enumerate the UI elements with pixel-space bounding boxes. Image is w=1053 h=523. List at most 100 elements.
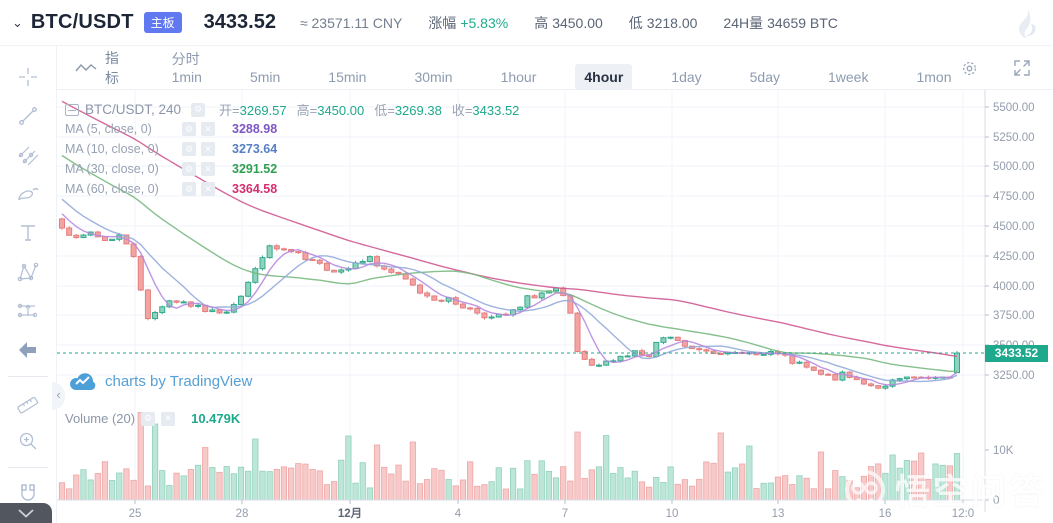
board-badge: 主板: [143, 12, 182, 33]
drawing-tools-sidebar: [0, 46, 57, 523]
volume-remove-icon[interactable]: ✕: [161, 411, 176, 426]
symbol-title: BTC/USDT: [30, 11, 134, 33]
svg-text:5500.00: 5500.00: [993, 102, 1035, 114]
svg-text:3750.00: 3750.00: [993, 310, 1035, 322]
forecast-tool[interactable]: [11, 294, 45, 328]
svg-text:28: 28: [236, 508, 249, 520]
ma-legend-row: MA (30, close, 0) ⚙ ✕ 3291.52: [65, 159, 529, 179]
crosshair-tool[interactable]: [11, 60, 45, 94]
timeframe-button-1min[interactable]: 1min: [171, 68, 202, 85]
high-value: 3450.00: [317, 103, 365, 118]
timeframe-button-5min[interactable]: 5min: [249, 68, 281, 85]
ruler-tool[interactable]: [11, 385, 45, 419]
sidebar-collapse-handle[interactable]: ‹: [52, 382, 65, 410]
ma-name: MA (30, close, 0): [65, 162, 159, 176]
ma-remove-icon[interactable]: ✕: [201, 122, 215, 136]
chart-area[interactable]: 5500.00 5250.00 5000.00 4750.00 4500.00 4250.…: [57, 90, 1053, 523]
timeframe-button-分时[interactable]: 分时: [171, 50, 200, 67]
volume-settings-gear-icon[interactable]: ⚙: [141, 411, 156, 426]
volume-title: Volume (20): [65, 411, 136, 426]
timeframe-button-4hour[interactable]: 4hour: [575, 63, 633, 90]
ma-settings-gear-icon[interactable]: ⚙: [182, 142, 196, 156]
ohlc-readout: 开=3269.57 高=3450.00 低=3269.38 收=3433.52: [219, 103, 520, 118]
candlestick-chart-canvas[interactable]: 5500.00 5250.00 5000.00 4750.00 4500.00 4250.…: [57, 90, 1053, 523]
series-title: BTC/USDT, 240: [85, 102, 182, 117]
ma-settings-gear-icon[interactable]: ⚙: [182, 162, 196, 176]
series-settings-gear-icon[interactable]: ⚙: [191, 102, 206, 117]
timeframe-button-5day[interactable]: 5day: [749, 68, 780, 85]
svg-text:4500.00: 4500.00: [993, 221, 1035, 233]
huobi-flame-icon: [1011, 7, 1041, 44]
high-stat: 高 3450.00: [534, 14, 603, 31]
tradingview-logo-icon: [70, 373, 96, 390]
magnet-tool[interactable]: [11, 476, 45, 510]
sidebar-divider: [8, 467, 48, 468]
svg-text:10: 10: [666, 508, 679, 520]
timeframe-button-1hour[interactable]: 1hour: [500, 68, 537, 85]
svg-text:5000.00: 5000.00: [993, 161, 1035, 173]
timeframe-button-1mon[interactable]: 1mon: [916, 68, 952, 85]
volume-legend: Volume (20) ⚙ ✕ 10.479K: [65, 411, 240, 426]
low-stat: 低 3218.00: [628, 14, 698, 31]
low-value: 3269.38: [394, 103, 442, 118]
ma-name: MA (5, close, 0): [65, 122, 152, 136]
svg-text:4250.00: 4250.00: [993, 251, 1035, 263]
ma-legend-row: MA (60, close, 0) ⚙ ✕ 3364.58: [65, 179, 529, 199]
pitchfork-tool[interactable]: [11, 138, 45, 172]
chevron-down-icon: [18, 508, 34, 518]
ma-name: MA (60, close, 0): [65, 182, 159, 196]
ma-settings-gear-icon[interactable]: ⚙: [182, 182, 196, 196]
legend-collapse-icon[interactable]: [65, 103, 79, 116]
ma-remove-icon[interactable]: ✕: [201, 162, 215, 176]
ma-remove-icon[interactable]: ✕: [201, 142, 215, 156]
timeframe-items: 分时1min 5min 15min 30min 1hour 4hour 1day 5day 1w…: [163, 49, 1053, 90]
svg-text:4000.00: 4000.00: [993, 281, 1035, 293]
timeframe-button-1day[interactable]: 1day: [671, 68, 702, 85]
indicator-icon: [75, 62, 97, 74]
tradingview-watermark[interactable]: charts by TradingView: [70, 372, 252, 390]
ma-legend-row: MA (10, close, 0) ⚙ ✕ 3273.64: [65, 139, 529, 159]
indicator-button[interactable]: 指标: [105, 49, 119, 86]
low-value: 3218.00: [646, 14, 698, 31]
zoom-in-tool[interactable]: [11, 424, 45, 458]
scroll-down-corner-button[interactable]: [0, 503, 52, 523]
ma-settings-gear-icon[interactable]: ⚙: [182, 122, 196, 136]
volume-24h-value: 34659 BTC: [767, 14, 838, 31]
current-price-tag: 3433.52: [985, 344, 1048, 362]
back-arrow-button[interactable]: [11, 333, 45, 367]
svg-text:25: 25: [129, 508, 142, 520]
svg-text:10K: 10K: [993, 445, 1014, 457]
timeframe-button-15min[interactable]: 15min: [328, 68, 367, 85]
series-legend: BTC/USDT, 240 ⚙ 开=3269.57 高=3450.00 低=3269…: [65, 100, 529, 199]
close-value: 3433.52: [472, 103, 520, 118]
fullscreen-icon[interactable]: [1013, 59, 1031, 77]
svg-text:4750.00: 4750.00: [993, 191, 1035, 203]
timeframe-button-1week[interactable]: 1week: [828, 68, 869, 85]
svg-text:12:0: 12:0: [952, 508, 974, 520]
svg-text:3250.00: 3250.00: [993, 370, 1035, 382]
settings-gear-icon[interactable]: [960, 59, 979, 78]
ma-value: 3364.58: [232, 182, 278, 196]
sidebar-divider: [8, 376, 48, 377]
ma-remove-icon[interactable]: ✕: [201, 182, 215, 196]
volume-24h-stat: 24H量 34659 BTC: [723, 14, 838, 31]
last-price: 3433.52: [203, 11, 276, 33]
ma-value: 3273.64: [232, 142, 278, 156]
timeframe-button-30min[interactable]: 30min: [414, 68, 453, 85]
open-value: 3269.57: [239, 103, 287, 118]
brush-tool[interactable]: [11, 177, 45, 211]
svg-text:5250.00: 5250.00: [993, 132, 1035, 144]
svg-text:16: 16: [879, 508, 892, 520]
xabcd-pattern-tool[interactable]: [11, 255, 45, 289]
svg-text:7: 7: [562, 508, 568, 520]
header-bar: ⌄ BTC/USDT 主板 3433.52 ≈ 23571.11 CNY 涨幅 +…: [0, 0, 1053, 46]
volume-ma-value: 10.479K: [191, 411, 241, 426]
ma-value: 3291.52: [232, 162, 278, 176]
symbol-dropdown-chevron-icon[interactable]: ⌄: [12, 14, 23, 30]
text-tool[interactable]: [11, 216, 45, 250]
change-stat: 涨幅 +5.83%: [428, 14, 509, 31]
svg-text:0: 0: [993, 495, 999, 507]
trend-line-tool[interactable]: [11, 99, 45, 133]
svg-text:4: 4: [455, 508, 462, 520]
